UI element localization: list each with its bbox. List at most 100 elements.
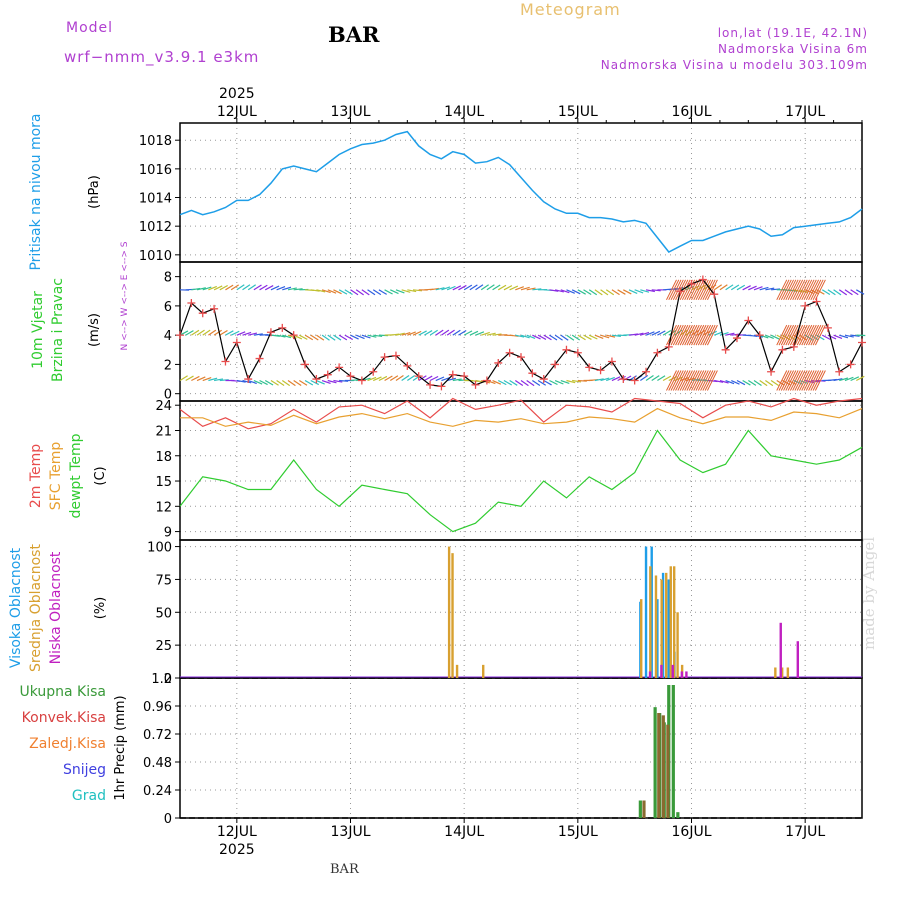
wind-speed-marker — [312, 375, 321, 384]
wind-arrow — [333, 379, 343, 383]
y-tick-label: 15 — [155, 475, 172, 490]
y-tick-label: 75 — [155, 573, 172, 588]
wind-speed-marker — [812, 297, 821, 306]
wind-speed-marker — [744, 316, 753, 325]
wind-arrow — [594, 378, 604, 382]
day-label-bottom: 14JUL — [444, 824, 484, 840]
wind-arrow — [475, 284, 484, 291]
wind-arrow — [316, 334, 325, 341]
wind-speed-marker — [255, 354, 264, 363]
wind-arrow — [742, 379, 751, 386]
wind-arrow — [719, 284, 728, 291]
wind-arrow — [333, 334, 342, 341]
y-tick-label: 0 — [164, 388, 172, 403]
wind-hatch — [785, 279, 797, 301]
wind-hatch — [675, 324, 687, 346]
wind-arrow — [765, 380, 774, 387]
wind-arrow — [549, 334, 558, 341]
wind-arrow — [486, 284, 495, 291]
panel-frame — [179, 122, 863, 263]
wind-hatch — [799, 279, 810, 301]
wind-arrow — [299, 380, 308, 386]
day-label-top: 13JUL — [331, 104, 371, 120]
wind-speed-marker — [335, 363, 344, 372]
wind-speed-marker — [687, 279, 696, 288]
wind-arrow — [355, 289, 364, 296]
wind-arrow — [503, 379, 513, 386]
y-tick-label: 100 — [147, 541, 172, 556]
wind-arrow — [463, 284, 473, 291]
wind-arrow — [333, 289, 342, 295]
wind-arrow — [725, 284, 734, 291]
wind-arrow — [566, 334, 575, 341]
cloud-bar — [656, 599, 659, 678]
wind-hatch — [681, 324, 693, 346]
wind-arrow — [219, 379, 229, 382]
wind-speed-marker — [858, 338, 866, 347]
wind-speed-marker — [471, 380, 480, 389]
wind-arrow — [583, 289, 592, 296]
wind-speed-marker — [528, 369, 537, 378]
wind-arrow — [202, 286, 212, 291]
wind-arrow — [219, 284, 228, 291]
wind-arrow — [310, 379, 320, 386]
temp-unit: (C) — [93, 466, 108, 485]
wind-arrow — [628, 289, 638, 295]
wind-hatch — [803, 279, 815, 301]
wind-speed-marker — [460, 372, 469, 381]
wind-arrow — [850, 334, 860, 337]
wind-speed-marker — [403, 361, 412, 370]
wind-hatch — [808, 370, 820, 391]
wind-hatch — [808, 324, 820, 346]
elevation-text: Nadmorska Visina 6m — [717, 42, 868, 56]
wind-arrow — [213, 329, 222, 336]
wind-arrow — [179, 375, 188, 382]
wind-arrow — [714, 331, 723, 336]
wind-arrow — [850, 376, 860, 382]
wind-arrow — [429, 329, 438, 336]
precip-bar — [638, 800, 642, 818]
wind-hatch — [796, 324, 808, 346]
wind-arrow — [208, 377, 218, 382]
cloud-bar — [451, 553, 454, 678]
wind-arrow — [293, 380, 302, 386]
cloud-legend-item: Visoka Oblacnost — [8, 547, 24, 668]
wind-hatch — [796, 370, 808, 391]
wind-speed-marker — [391, 351, 400, 360]
wind-arrow — [339, 379, 349, 382]
meteogram-label: Meteogram — [520, 0, 621, 19]
wind-arrow — [600, 377, 610, 382]
wind-hatch — [670, 324, 682, 346]
cloud-bar — [455, 664, 459, 678]
wind-arrow — [560, 379, 570, 384]
wind-hatch — [776, 370, 788, 391]
cloud-bar — [640, 599, 643, 678]
wind-arrow — [458, 379, 468, 382]
model-name: wrf−nmm_v3.9.1 e3km — [64, 48, 260, 66]
wind-arrow — [327, 289, 337, 294]
precip-bar — [661, 715, 665, 818]
wind-hatch — [672, 370, 684, 391]
wind-hatch — [666, 370, 677, 391]
wind-arrow — [185, 375, 194, 382]
wind-hatch — [801, 370, 813, 391]
wind-arrow — [179, 330, 189, 336]
wind-speed-marker — [778, 345, 787, 354]
wind-speed-marker — [789, 342, 798, 351]
wind-title: 10m Vjetar — [30, 291, 46, 369]
wind-speed-marker — [244, 375, 253, 384]
wind-hatch — [700, 324, 712, 346]
wind-hatch — [783, 279, 795, 301]
wind-arrow — [543, 379, 552, 386]
wind-arrow — [321, 379, 331, 385]
wind-arrow — [281, 380, 291, 387]
wind-hatch — [803, 370, 815, 391]
y-tick-label: 8 — [164, 271, 172, 286]
wind-arrow — [549, 379, 558, 386]
wind-hatch — [814, 324, 826, 346]
wind-arrow — [475, 331, 485, 336]
wind-arrow — [611, 334, 621, 337]
wind-speed-marker — [278, 323, 287, 332]
wind-speed-marker — [494, 358, 503, 367]
wind-hatch — [672, 279, 684, 301]
